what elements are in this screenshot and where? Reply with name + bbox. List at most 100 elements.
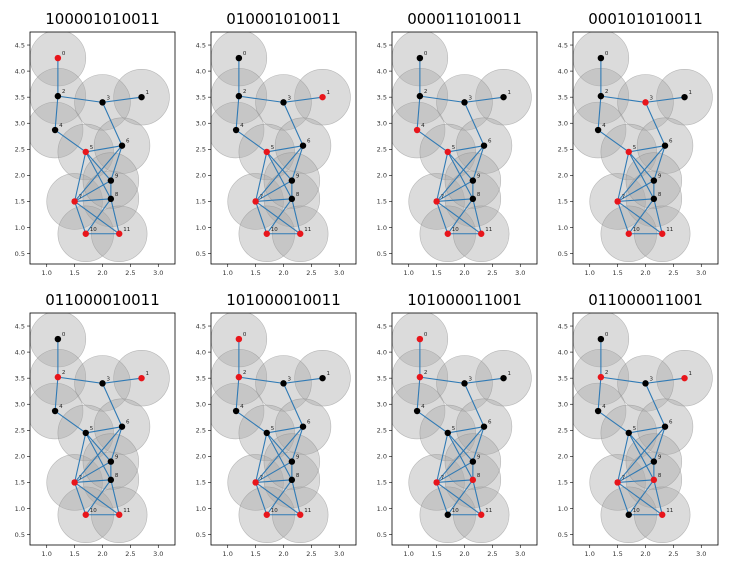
edge-5-9 [266, 151, 293, 181]
node-4 [51, 126, 59, 134]
x-tick-label: 3.0 [696, 269, 706, 277]
node-2 [235, 92, 243, 100]
node-1 [681, 93, 688, 101]
node-8 [469, 195, 477, 203]
x-tick-label: 1.5 [69, 550, 79, 558]
x-tick-label: 1.5 [431, 550, 441, 558]
panel-5: 011000010011 0 1 2 3 4 5 6 7 8 9 10 11 1.0 1.5 2.0 2.5 3.… [15, 291, 176, 558]
edge-3-1 [102, 96, 142, 103]
node-6 [480, 423, 488, 430]
node-5 [263, 148, 270, 156]
edge-8-11 [472, 198, 482, 234]
panel-title: 011000010011 [45, 291, 160, 309]
node-6 [480, 142, 488, 149]
edge-3-1 [464, 96, 504, 103]
edge-3-1 [102, 377, 142, 384]
edge-7-8 [617, 198, 654, 202]
node-label-5: 5 [452, 426, 456, 432]
node-label-9: 9 [296, 455, 300, 461]
edge-4-5 [54, 410, 87, 434]
node-label-6: 6 [488, 139, 492, 145]
node-label-3: 3 [650, 376, 654, 382]
node-label-9: 9 [658, 455, 662, 461]
edge-5-6 [266, 145, 304, 153]
x-tick-label: 1.0 [42, 269, 52, 277]
edge-5-6 [628, 426, 666, 434]
node-0 [54, 335, 62, 343]
y-tick-label: 2.0 [15, 172, 25, 180]
node-2 [54, 92, 62, 100]
x-tick-label: 1.0 [404, 550, 414, 558]
node-10 [82, 230, 89, 237]
x-tick-label: 2.5 [125, 269, 135, 277]
edge-7-8 [255, 479, 292, 483]
y-tick-label: 3.5 [15, 374, 25, 382]
node-2 [235, 373, 243, 381]
edge-5-8 [85, 432, 112, 481]
node-label-9: 9 [477, 174, 481, 180]
node-label-8: 8 [115, 473, 119, 479]
node-label-10: 10 [633, 227, 640, 233]
x-tick-label: 3.0 [696, 550, 706, 558]
node-label-0: 0 [605, 332, 609, 338]
node-8 [288, 195, 296, 203]
node-1 [138, 93, 145, 101]
edge-5-6 [447, 145, 485, 153]
y-tick-label: 4.0 [558, 67, 568, 75]
x-tick-label: 2.5 [668, 550, 678, 558]
edge-7-9 [617, 461, 655, 483]
node-label-0: 0 [62, 332, 66, 338]
y-tick-label: 0.5 [15, 531, 25, 539]
y-tick-label: 4.5 [196, 41, 206, 49]
y-tick-label: 2.0 [15, 453, 25, 461]
y-tick-label: 1.0 [558, 224, 568, 232]
x-tick-label: 1.5 [431, 269, 441, 277]
edge-7-10 [74, 482, 87, 515]
y-tick-label: 3.0 [15, 120, 25, 128]
node-0 [235, 335, 243, 343]
y-tick-label: 2.5 [196, 146, 206, 154]
edge-4-5 [597, 410, 630, 434]
edge-5-9 [447, 432, 474, 462]
y-tick-label: 4.0 [377, 67, 387, 75]
node-label-9: 9 [115, 174, 119, 180]
node-label-5: 5 [271, 145, 275, 151]
node-label-6: 6 [126, 420, 130, 426]
node-label-0: 0 [243, 51, 247, 57]
edge-5-8 [628, 432, 655, 481]
node-11 [478, 230, 485, 237]
y-tick-label: 4.0 [377, 348, 387, 356]
node-label-4: 4 [240, 123, 244, 129]
x-tick-label: 3.0 [334, 550, 344, 558]
node-label-3: 3 [288, 376, 292, 382]
edge-7-9 [436, 461, 474, 483]
panel-6: 101000010011 0 1 2 3 4 5 6 7 8 9 10 11 1.0 1.5 2.0 2.5 3.… [196, 291, 357, 558]
x-tick-label: 2.5 [487, 269, 497, 277]
node-11 [116, 230, 123, 237]
x-tick-label: 2.5 [668, 269, 678, 277]
panel-3: 000011010011 0 1 2 3 4 5 6 7 8 9 10 11 1.0 1.5 2.0 2.5 3.… [377, 10, 538, 277]
y-tick-label: 3.0 [196, 401, 206, 409]
node-5 [444, 148, 451, 156]
edge-6-9 [472, 145, 485, 181]
node-4 [413, 407, 421, 415]
node-label-3: 3 [107, 376, 111, 382]
panel-7: 101000011001 0 1 2 3 4 5 6 7 8 9 10 11 1.0 1.5 2.0 2.5 3.… [377, 291, 538, 558]
edge-7-9 [255, 180, 293, 202]
node-label-3: 3 [107, 95, 111, 101]
edge-6-9 [472, 426, 485, 462]
node-label-1: 1 [146, 371, 150, 377]
node-3 [461, 380, 468, 387]
x-tick-label: 1.0 [42, 550, 52, 558]
y-tick-label: 4.5 [15, 41, 25, 49]
node-label-5: 5 [271, 426, 275, 432]
node-9 [107, 177, 115, 184]
y-tick-label: 2.0 [377, 172, 387, 180]
node-label-11: 11 [304, 508, 311, 514]
edge-5-7 [74, 432, 87, 483]
node-label-4: 4 [421, 404, 425, 410]
node-1 [319, 93, 326, 101]
edge-7-10 [617, 482, 630, 515]
edge-6-7 [255, 145, 304, 202]
